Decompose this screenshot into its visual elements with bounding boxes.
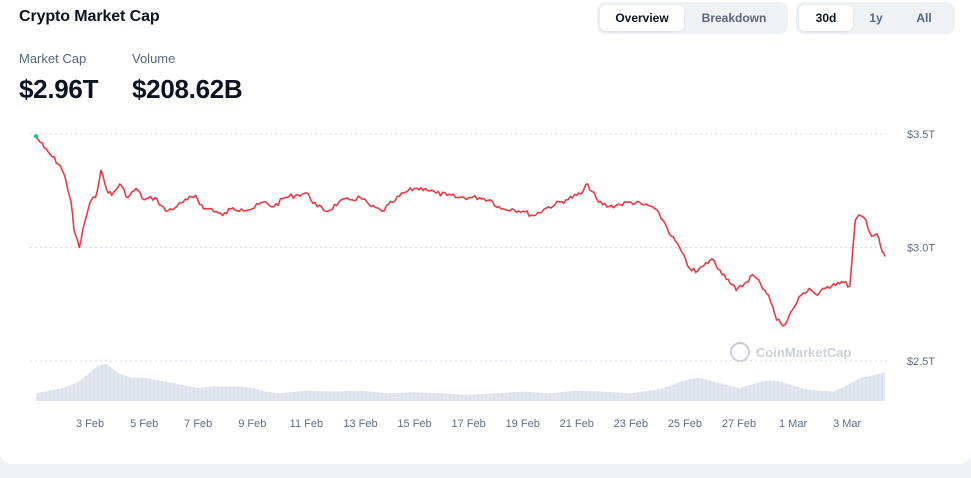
x-tick-label: 13 Feb xyxy=(343,418,377,430)
volume-label: Volume xyxy=(132,51,176,66)
range-30d-button[interactable]: 30d xyxy=(799,5,853,31)
x-tick-label: 21 Feb xyxy=(560,418,594,430)
x-tick-label: 25 Feb xyxy=(668,418,702,430)
x-tick-label: 7 Feb xyxy=(184,418,212,430)
volume-value: $208.62B xyxy=(132,74,243,104)
x-tick-label: 19 Feb xyxy=(506,418,540,430)
range-all-button[interactable]: All xyxy=(916,11,932,25)
market-cap-line[interactable] xyxy=(35,135,886,327)
x-tick-label: 15 Feb xyxy=(397,418,431,430)
x-tick-label: 3 Feb xyxy=(76,418,104,430)
y-tick-label: $2.5T xyxy=(907,356,935,368)
market-cap-chart[interactable]: $2.5T $3.0T $3.5T CoinMarketCap 3 Feb 5 Feb 7 … xyxy=(0,0,971,464)
view-toggle: Overview Breakdown xyxy=(597,2,788,34)
market-cap-value: $2.96T xyxy=(19,74,99,104)
tab-breakdown[interactable]: Breakdown xyxy=(701,11,767,25)
x-tick-label: 1 Mar xyxy=(779,418,807,430)
x-tick-label: 5 Feb xyxy=(130,418,158,430)
x-tick-label: 17 Feb xyxy=(451,418,485,430)
x-tick-label: 23 Feb xyxy=(614,418,648,430)
x-tick-label: 11 Feb xyxy=(290,418,323,430)
x-tick-label: 27 Feb xyxy=(722,418,756,430)
card-title: Crypto Market Cap xyxy=(19,8,160,25)
y-tick-label: $3.0T xyxy=(907,243,935,255)
y-tick-label: $3.5T xyxy=(907,129,935,141)
range-toggle: 30d 1y All xyxy=(796,2,955,34)
market-cap-card: Crypto Market Cap Overview Breakdown 30d… xyxy=(0,0,971,464)
watermark: CoinMarketCap xyxy=(730,342,851,362)
x-tick-label: 3 Mar xyxy=(833,418,861,430)
line-start-point xyxy=(34,134,38,139)
market-cap-label: Market Cap xyxy=(19,51,87,66)
range-1y-button[interactable]: 1y xyxy=(869,11,883,25)
x-tick-label: 9 Feb xyxy=(238,418,266,430)
tab-overview[interactable]: Overview xyxy=(600,5,684,31)
